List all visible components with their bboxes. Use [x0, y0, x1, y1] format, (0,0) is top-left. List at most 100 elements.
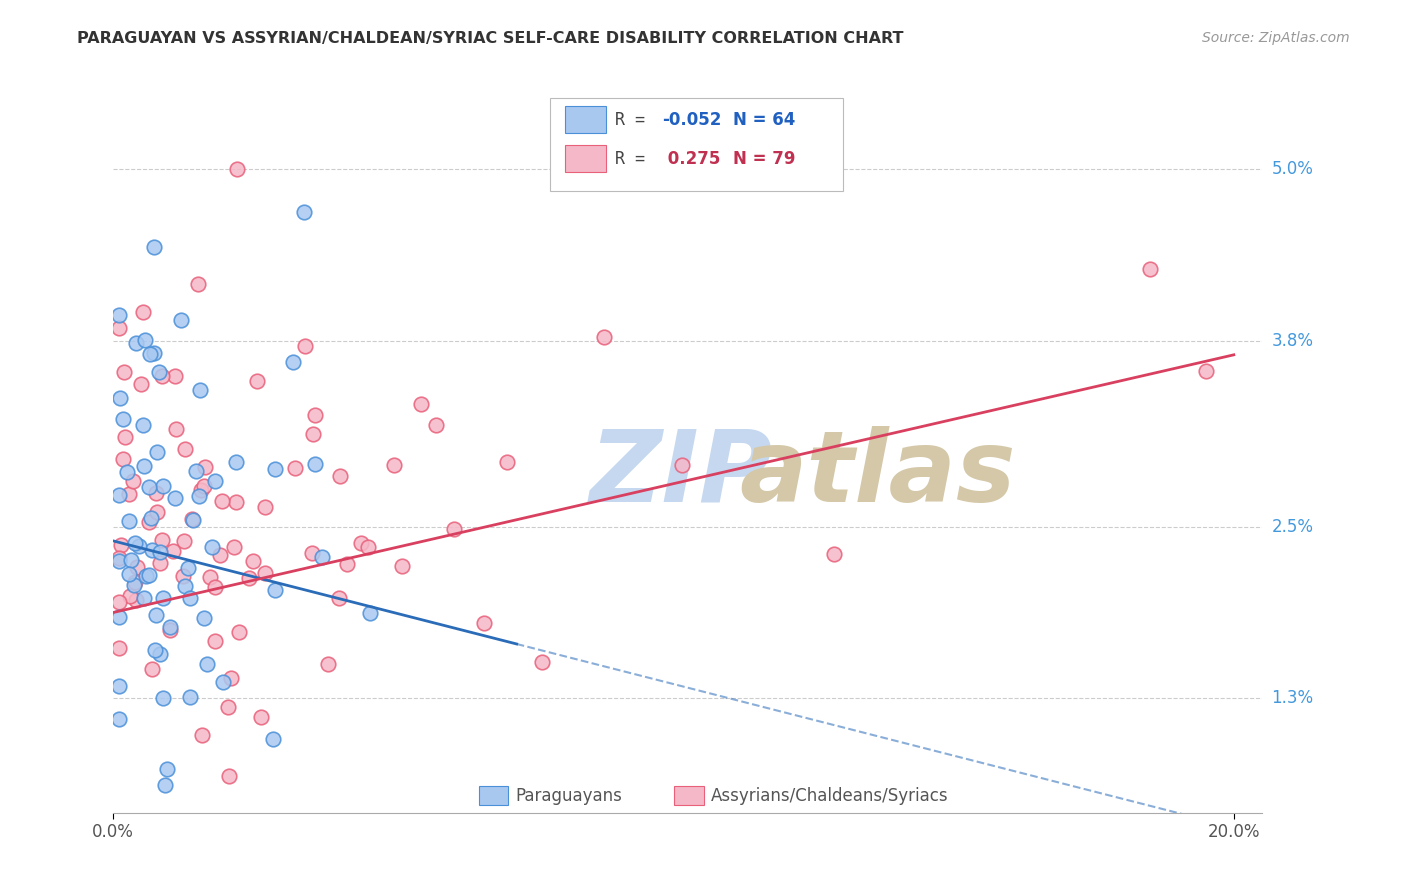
Point [253, 566, 276, 581]
Text: 3.8%: 3.8% [1271, 332, 1313, 350]
Point [141, 662, 163, 676]
Point [152, 691, 174, 706]
Point [222, 541, 245, 555]
Point [125, 592, 148, 607]
Point [108, 488, 131, 502]
Text: N = 79: N = 79 [734, 150, 796, 168]
Point [152, 591, 174, 606]
Point [194, 459, 217, 474]
Point [112, 365, 135, 379]
Point [1139, 261, 1161, 276]
Point [143, 642, 166, 657]
Point [115, 465, 138, 479]
Point [328, 591, 350, 606]
Text: N = 64: N = 64 [734, 111, 796, 128]
Point [211, 675, 233, 690]
Point [183, 513, 205, 527]
FancyBboxPatch shape [673, 786, 703, 805]
FancyBboxPatch shape [550, 98, 842, 192]
Text: Source: ZipAtlas.com: Source: ZipAtlas.com [1202, 31, 1350, 45]
Point [294, 339, 316, 353]
Point [159, 620, 181, 634]
Point [118, 487, 141, 501]
Point [209, 549, 232, 563]
Point [359, 607, 381, 621]
Point [155, 778, 177, 792]
Point [409, 396, 432, 410]
Point [391, 558, 413, 573]
Point [131, 417, 153, 432]
Point [180, 512, 202, 526]
Point [187, 489, 209, 503]
Point [193, 479, 215, 493]
Point [118, 566, 141, 581]
Text: 0.275: 0.275 [662, 150, 721, 168]
Point [262, 732, 284, 747]
Point [139, 510, 162, 524]
Point [302, 426, 325, 441]
Point [172, 569, 194, 583]
Point [108, 641, 131, 656]
Point [193, 611, 215, 625]
Point [823, 547, 845, 561]
Point [138, 480, 160, 494]
Point [382, 458, 405, 472]
Point [111, 452, 134, 467]
Point [108, 712, 131, 726]
Point [204, 634, 226, 648]
Point [253, 500, 276, 514]
Point [472, 615, 495, 630]
Point [108, 391, 131, 405]
Point [134, 591, 156, 605]
Point [195, 657, 218, 671]
FancyBboxPatch shape [565, 145, 606, 172]
Point [191, 728, 214, 742]
Point [350, 535, 373, 549]
Point [179, 690, 201, 704]
Point [162, 543, 184, 558]
Point [138, 516, 160, 530]
Point [120, 553, 142, 567]
Point [159, 624, 181, 638]
Point [228, 624, 250, 639]
Point [186, 464, 208, 478]
Point [225, 454, 247, 468]
Point [219, 671, 242, 685]
Point [246, 374, 269, 388]
Point [176, 561, 198, 575]
Point [357, 540, 380, 554]
Point [311, 549, 333, 564]
Point [284, 461, 307, 475]
Text: -0.052: -0.052 [662, 111, 721, 128]
Point [531, 655, 554, 669]
Point [170, 313, 193, 327]
Point [150, 369, 173, 384]
Point [179, 591, 201, 606]
Point [108, 308, 131, 322]
FancyBboxPatch shape [478, 786, 509, 805]
Point [218, 769, 240, 783]
Point [204, 475, 226, 489]
Point [150, 533, 173, 547]
Point [110, 537, 132, 551]
Point [122, 474, 145, 488]
Point [425, 417, 447, 432]
Point [165, 421, 187, 435]
Point [217, 699, 239, 714]
Text: Paraguayans: Paraguayans [515, 787, 621, 805]
Point [225, 494, 247, 508]
Point [1195, 364, 1218, 378]
Point [108, 321, 131, 335]
Point [125, 560, 148, 574]
Point [204, 580, 226, 594]
Text: R =: R = [616, 150, 655, 168]
Point [190, 483, 212, 497]
Text: ZIP: ZIP [591, 425, 773, 523]
Point [108, 551, 131, 566]
Point [149, 556, 172, 570]
Point [173, 442, 195, 456]
Point [671, 458, 693, 473]
Point [125, 336, 148, 351]
Point [211, 493, 233, 508]
Point [163, 369, 186, 384]
